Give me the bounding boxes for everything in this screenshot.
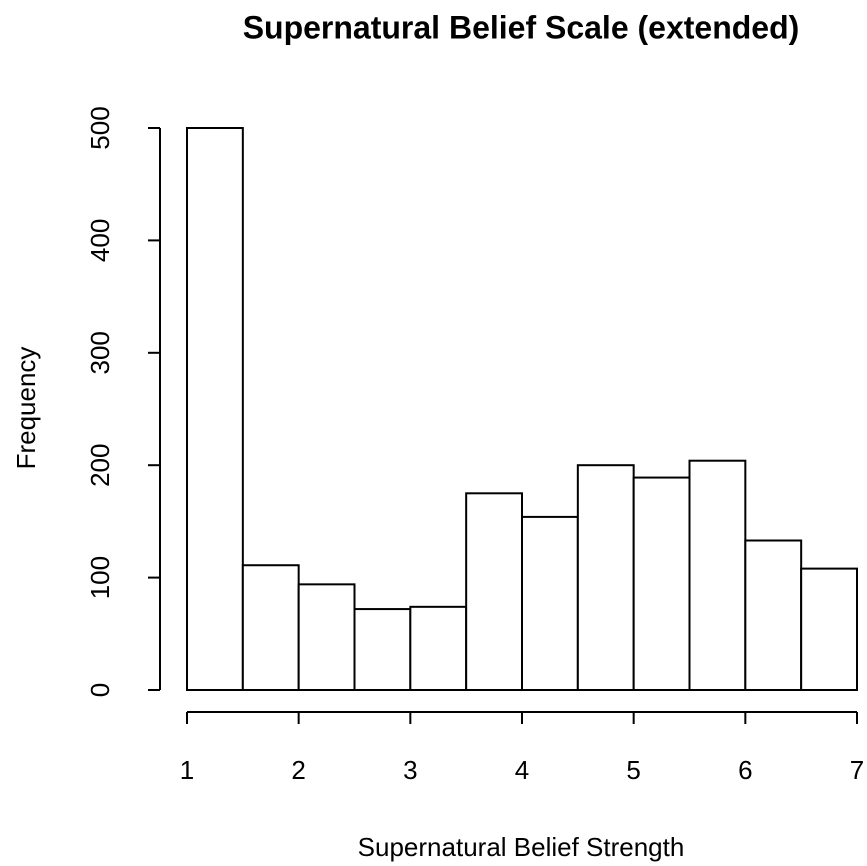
bar xyxy=(688,459,747,692)
x-axis-label: Supernatural Belief Strength xyxy=(358,832,685,862)
y-tick-label: 400 xyxy=(85,219,115,262)
bar xyxy=(521,515,579,691)
y-tick-label: 300 xyxy=(85,331,115,374)
bar xyxy=(241,564,300,692)
x-tick-label: 1 xyxy=(180,755,194,785)
y-tick-label: 500 xyxy=(85,106,115,149)
bar xyxy=(465,492,523,691)
x-tick-label: 5 xyxy=(626,755,640,785)
x-tick-label: 3 xyxy=(403,755,417,785)
y-tick-label: 100 xyxy=(85,556,115,599)
x-tick-label: 7 xyxy=(850,755,864,785)
x-tick-label: 2 xyxy=(291,755,305,785)
bar xyxy=(353,608,412,692)
y-tick-label: 0 xyxy=(85,683,115,697)
x-tick-label: 4 xyxy=(515,755,529,785)
bar xyxy=(632,476,691,691)
x-tick-label: 6 xyxy=(738,755,752,785)
bar xyxy=(576,464,635,692)
y-tick-label: 200 xyxy=(85,444,115,487)
bar xyxy=(297,583,356,691)
bar xyxy=(409,605,468,691)
bar xyxy=(744,539,803,691)
chart-title: Supernatural Belief Scale (extended) xyxy=(243,9,800,45)
y-axis-label: Frequency xyxy=(11,347,41,470)
bar xyxy=(800,567,859,691)
bar xyxy=(186,127,244,691)
